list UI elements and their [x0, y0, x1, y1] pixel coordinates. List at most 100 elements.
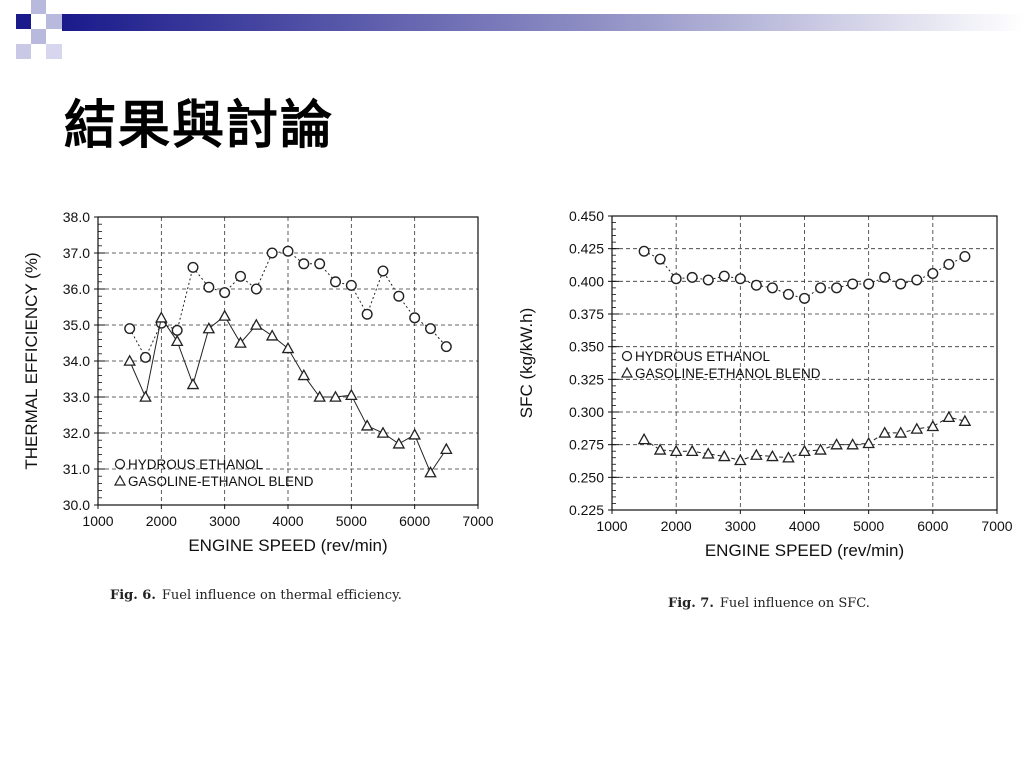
y-tick-label: 36.0 [63, 281, 90, 297]
x-tick-label: 5000 [336, 513, 367, 529]
data-point [124, 323, 136, 335]
data-point [392, 437, 406, 449]
y-tick-label: 0.250 [569, 469, 604, 485]
data-point [750, 448, 763, 460]
data-point [218, 309, 231, 321]
legend: HYDROUS ETHANOL GASOLINE-ETHANOL BLEND [620, 349, 821, 381]
figure-label: Fig. 6. [110, 588, 156, 603]
data-point [313, 390, 326, 402]
x-axis-title: ENGINE SPEED (rev/min) [705, 541, 904, 560]
figure-caption-text: Fuel influence on thermal efficiency. [161, 588, 402, 603]
data-point [360, 419, 374, 431]
data-point [170, 334, 184, 347]
legend: HYDROUS ETHANOL GASOLINE-ETHANOL BLEND [113, 457, 314, 489]
legend-label: HYDROUS ETHANOL [635, 349, 771, 364]
data-point [718, 270, 730, 282]
data-point [958, 414, 972, 426]
title-decoration [16, 0, 1024, 59]
data-point [409, 312, 421, 324]
data-point [203, 281, 215, 293]
y-axis-title: SFC (kg/kW.h) [517, 308, 536, 419]
deco-square-lavender [46, 44, 62, 59]
legend-marker [114, 458, 126, 470]
data-point [878, 426, 892, 438]
data-point [654, 253, 666, 265]
data-point [863, 278, 875, 290]
data-point [424, 466, 437, 478]
data-point [927, 267, 939, 279]
data-point [686, 271, 698, 283]
data-point [669, 444, 683, 457]
data-point [297, 368, 311, 381]
data-point [862, 436, 875, 449]
y-tick-label: 30.0 [63, 497, 90, 513]
data-point [799, 292, 811, 304]
data-point [361, 308, 373, 320]
x-tick-label: 6000 [399, 513, 430, 529]
data-point [701, 447, 715, 459]
data-point [846, 438, 859, 450]
x-tick-label: 7000 [462, 513, 493, 529]
data-point [638, 245, 650, 257]
x-tick-label: 2000 [146, 513, 177, 529]
data-point [782, 288, 794, 300]
deco-square-lavender [31, 0, 46, 14]
deco-square-navy [16, 14, 31, 29]
data-series [124, 245, 452, 363]
y-tick-label: 0.450 [569, 208, 604, 224]
data-point [814, 443, 827, 455]
data-point [734, 453, 747, 466]
y-tick-label: 0.350 [569, 339, 604, 355]
y-tick-label: 34.0 [63, 353, 90, 369]
legend-label: GASOLINE-ETHANOL BLEND [128, 474, 314, 489]
legend-marker [620, 366, 634, 378]
data-point [281, 341, 295, 354]
data-point [187, 261, 199, 273]
y-tick-label: 32.0 [63, 425, 90, 441]
data-point [926, 419, 940, 432]
data-series [637, 410, 972, 466]
x-tick-label: 1000 [82, 513, 113, 529]
figure-caption-text: Fuel influence on SFC. [719, 596, 870, 611]
y-tick-label: 35.0 [63, 317, 90, 333]
data-series [123, 309, 453, 478]
data-point [265, 329, 279, 341]
y-tick-label: 31.0 [63, 461, 90, 477]
series-line [643, 416, 966, 461]
y-axis-title: THERMAL EFFICIENCY (%) [22, 252, 41, 469]
data-point [330, 276, 342, 288]
data-point [815, 282, 827, 294]
data-point [139, 390, 152, 402]
y-tick-label: 38.0 [63, 209, 90, 225]
data-point [250, 283, 262, 295]
data-point [139, 351, 151, 363]
slide-title: 結果與討論 [64, 95, 335, 156]
data-point [734, 273, 746, 285]
data-point [894, 426, 908, 438]
data-point [202, 322, 216, 334]
data-point [393, 290, 405, 302]
y-tick-label: 0.400 [569, 273, 604, 289]
legend-marker [621, 350, 633, 362]
sfc-chart: 0.225 0.250 0.275 0.300 0.325 0.350 0.375 0.400… [517, 208, 1013, 560]
data-point [425, 323, 437, 335]
legend-label: GASOLINE-ETHANOL BLEND [635, 366, 821, 381]
data-point [702, 274, 714, 286]
data-point [408, 428, 421, 440]
data-point [345, 388, 358, 401]
legend-label: HYDROUS ETHANOL [128, 457, 264, 472]
data-point [314, 258, 326, 270]
data-point [234, 270, 246, 282]
data-point [440, 341, 452, 353]
data-point [942, 410, 956, 423]
deco-square-lavender [16, 44, 31, 59]
data-point [782, 451, 795, 463]
data-point [186, 377, 200, 390]
x-axis-title: ENGINE SPEED (rev/min) [188, 536, 387, 555]
data-point [685, 444, 699, 457]
data-point [831, 282, 843, 294]
thermal-efficiency-chart: 30.0 31.0 32.0 33.0 34.0 35.0 36.0 37.0 38.0 1000… [22, 209, 494, 555]
data-point [171, 324, 183, 336]
x-tick-label: 3000 [725, 518, 756, 534]
data-point [943, 258, 955, 270]
